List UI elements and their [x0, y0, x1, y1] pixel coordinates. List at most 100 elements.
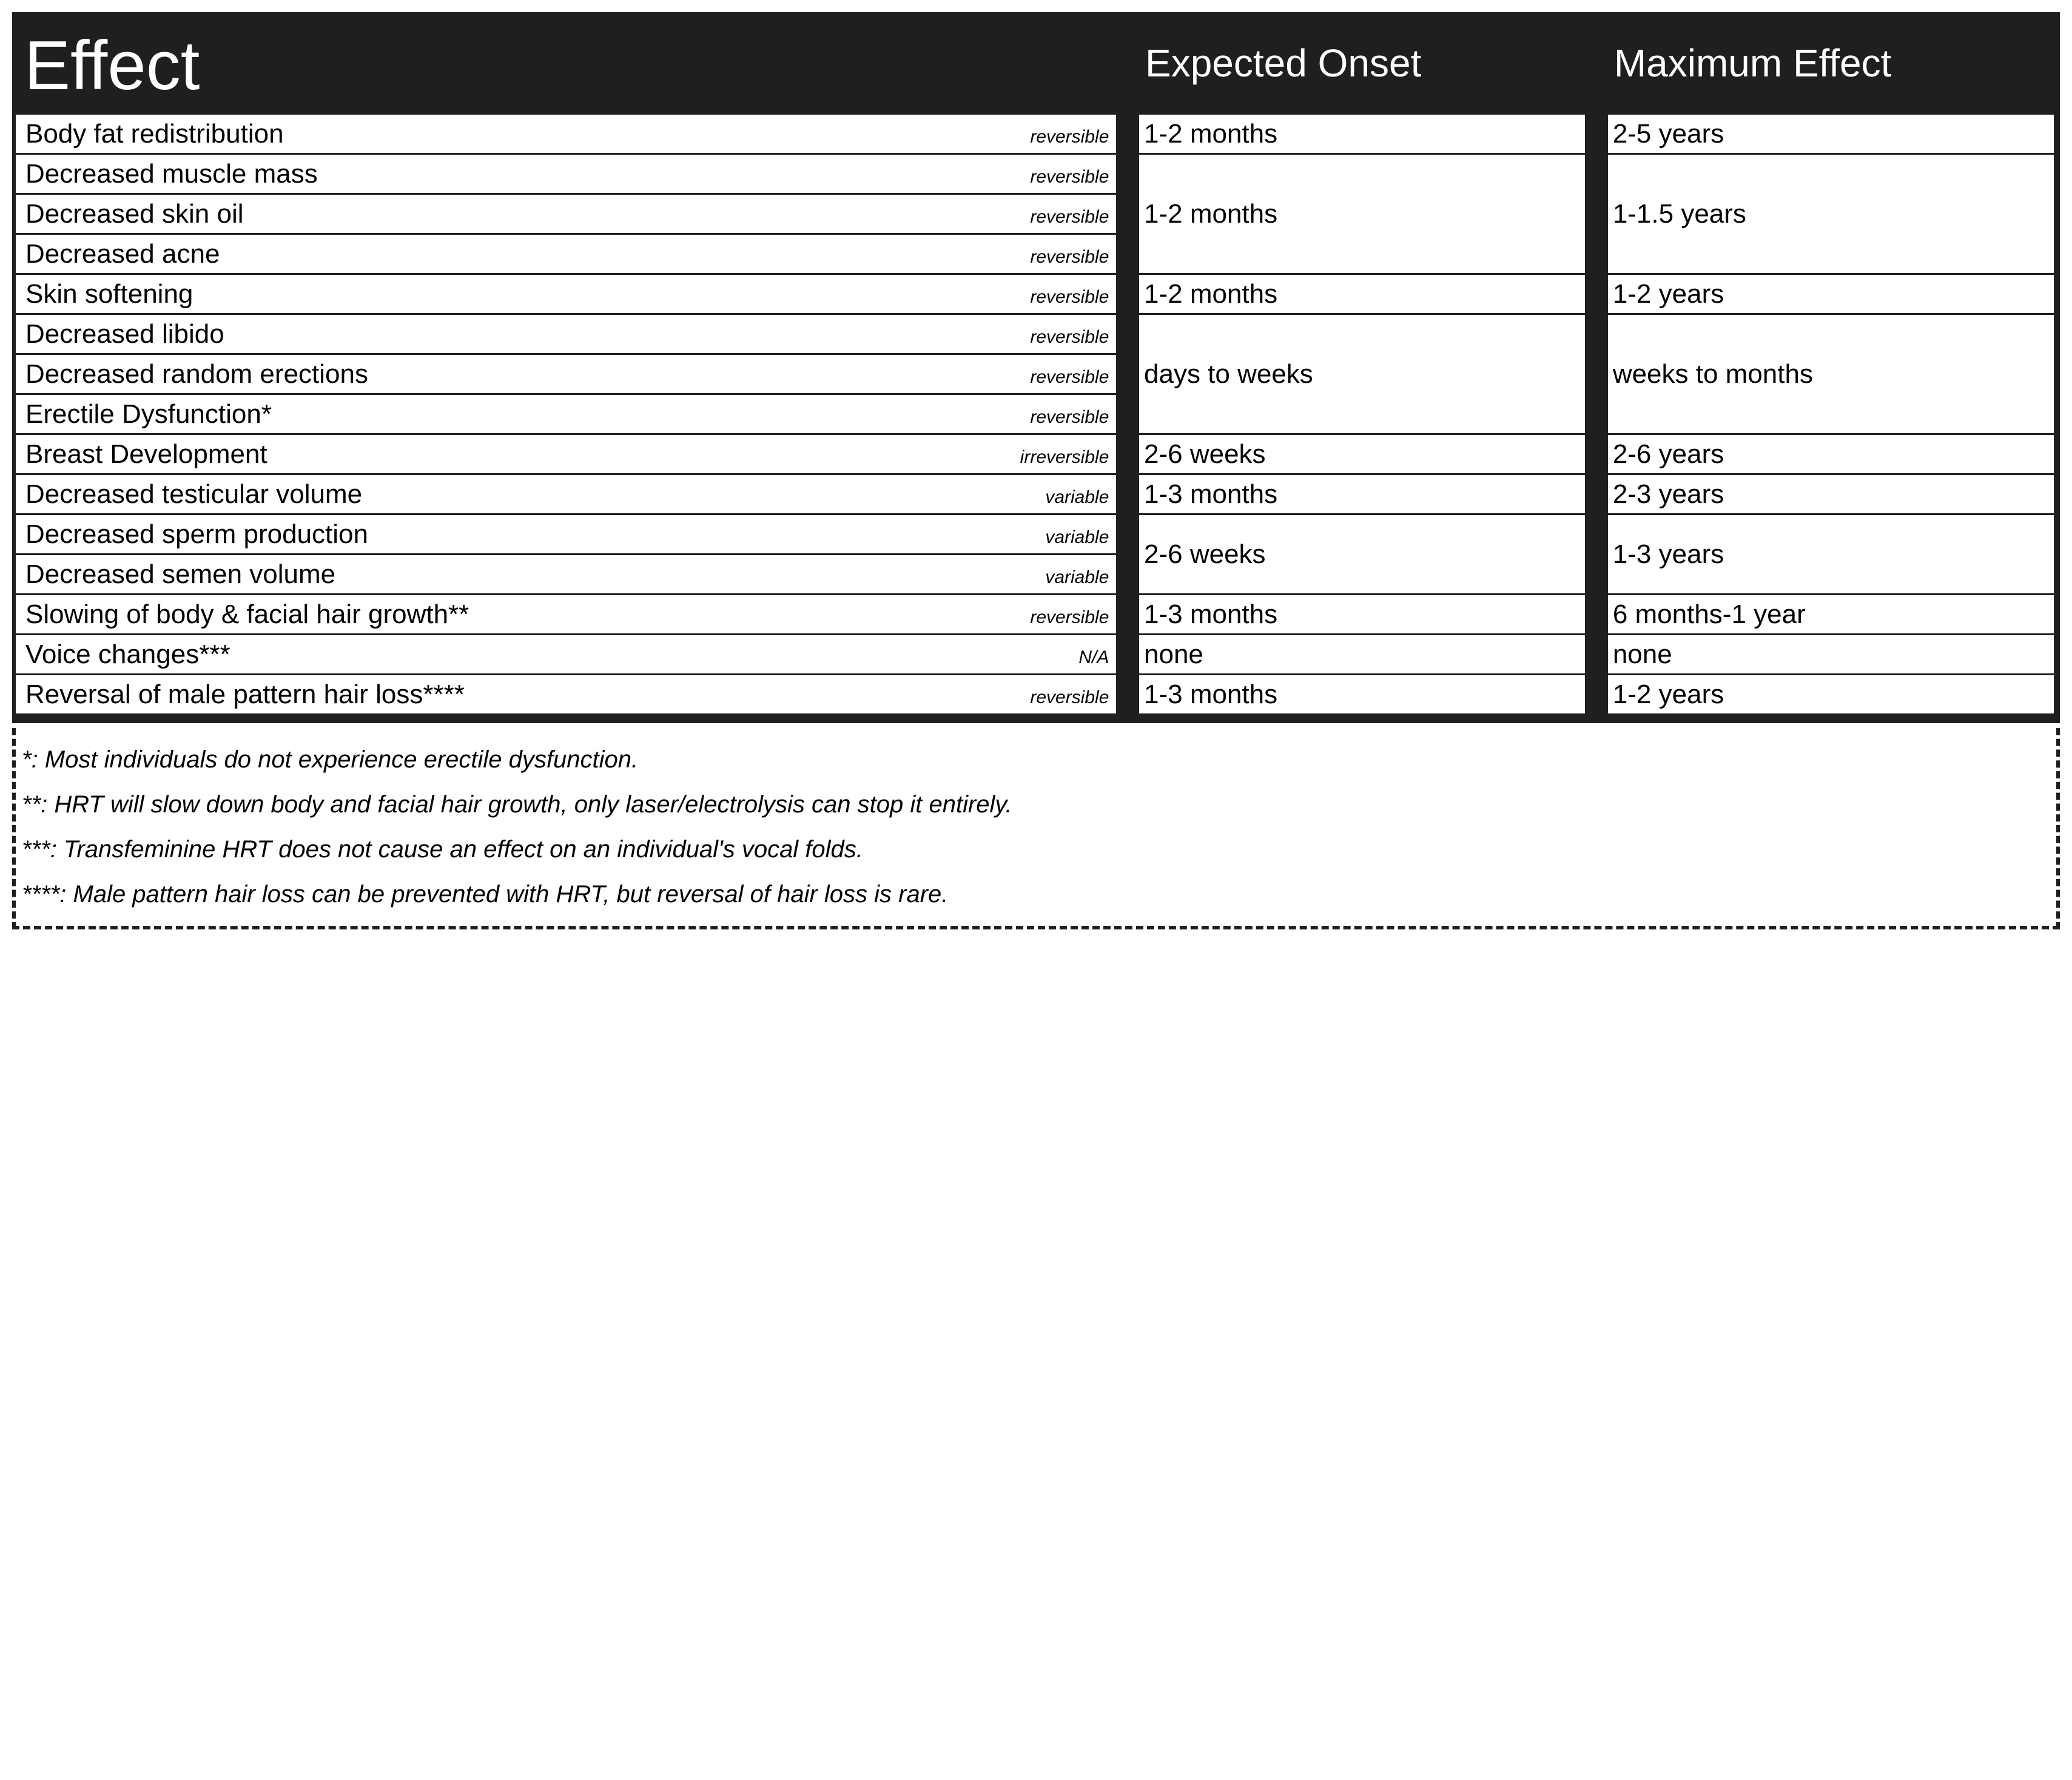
reversibility-tag: variable [1045, 486, 1110, 509]
max-effect-cell: 6 months-1 year [1606, 595, 2054, 635]
header-row: Effect Expected Onset Maximum Effect [16, 16, 2054, 115]
effect-label: Erectile Dysfunction* [22, 397, 1025, 431]
max-effect-cell: 1-2 years [1606, 275, 2054, 315]
column-gap [1116, 115, 1137, 155]
header-max: Maximum Effect [1606, 16, 2054, 115]
footnotes-box: *: Most individuals do not experience er… [12, 728, 2060, 929]
effect-cell: Erectile Dysfunction*reversible [16, 395, 1116, 435]
column-gap [1585, 435, 1606, 475]
effect-label: Breast Development [22, 437, 1015, 471]
column-gap [1585, 315, 1606, 435]
effect-label: Decreased random erections [22, 357, 1025, 391]
reversibility-tag: reversible [1030, 246, 1110, 269]
reversibility-tag: reversible [1030, 366, 1110, 389]
onset-cell: days to weeks [1137, 315, 1585, 435]
column-gap [1585, 16, 1606, 115]
effect-label: Decreased libido [22, 317, 1025, 351]
effect-label: Decreased semen volume [22, 558, 1040, 591]
column-gap [1585, 155, 1606, 275]
table-row: Body fat redistributionreversible 1-2 mon… [16, 115, 2054, 155]
table-row: Decreased sperm productionvariable2-6 we… [16, 515, 2054, 555]
onset-cell: none [1137, 635, 1585, 675]
reversibility-tag: reversible [1030, 326, 1110, 349]
onset-cell: 1-3 months [1137, 475, 1585, 515]
column-gap [1116, 635, 1137, 675]
effect-cell: Skin softeningreversible [16, 275, 1116, 315]
table-row: Breast Developmentirreversible 2-6 weeks 2… [16, 435, 2054, 475]
column-gap [1585, 515, 1606, 595]
column-gap [1116, 315, 1137, 435]
footnote-line: *: Most individuals do not experience er… [22, 740, 2045, 779]
onset-cell: 2-6 weeks [1137, 515, 1585, 595]
effect-cell: Decreased acnereversible [16, 235, 1116, 275]
effect-cell: Decreased libidoreversible [16, 315, 1116, 355]
effect-cell: Reversal of male pattern hair loss****re… [16, 675, 1116, 713]
reversibility-tag: reversible [1030, 406, 1110, 429]
column-gap [1116, 435, 1137, 475]
max-effect-cell: weeks to months [1606, 315, 2054, 435]
table-row: Reversal of male pattern hair loss****re… [16, 675, 2054, 713]
reversibility-tag: variable [1045, 526, 1110, 549]
effect-cell: Decreased random erectionsreversible [16, 355, 1116, 395]
table-row: Decreased testicular volumevariable 1-3 m… [16, 475, 2054, 515]
reversibility-tag: irreversible [1020, 446, 1111, 469]
effect-label: Decreased muscle mass [22, 157, 1025, 190]
effect-cell: Decreased testicular volumevariable [16, 475, 1116, 515]
table-body: Body fat redistributionreversible1-2 mon… [16, 115, 2054, 713]
table-row: Slowing of body & facial hair growth**re… [16, 595, 2054, 635]
effect-cell: Decreased semen volumevariable [16, 555, 1116, 595]
column-gap [1585, 595, 1606, 635]
effect-label: Decreased testicular volume [22, 477, 1040, 511]
column-gap [1116, 595, 1137, 635]
max-effect-cell: 1-1.5 years [1606, 155, 2054, 275]
column-gap [1585, 475, 1606, 515]
column-gap [1116, 515, 1137, 595]
effect-label: Voice changes*** [22, 638, 1074, 671]
max-effect-cell: 2-6 years [1606, 435, 2054, 475]
column-gap [1116, 275, 1137, 315]
max-effect-cell: none [1606, 635, 2054, 675]
onset-cell: 1-3 months [1137, 675, 1585, 713]
effect-label: Decreased skin oil [22, 197, 1025, 231]
effect-cell: Decreased skin oilreversible [16, 195, 1116, 235]
column-gap [1585, 675, 1606, 713]
onset-cell: 1-2 months [1137, 275, 1585, 315]
table-row: Skin softeningreversible 1-2 months 1-2 ye… [16, 275, 2054, 315]
max-effect-cell: 1-3 years [1606, 515, 2054, 595]
reversibility-tag: reversible [1030, 286, 1110, 309]
column-gap [1116, 475, 1137, 515]
effect-cell: Decreased sperm productionvariable [16, 515, 1116, 555]
column-gap [1585, 635, 1606, 675]
reversibility-tag: reversible [1030, 686, 1110, 709]
table-row: Voice changes***N/A none none [16, 635, 2054, 675]
effect-cell: Decreased muscle massreversible [16, 155, 1116, 195]
table-row: Decreased muscle massreversible1-2 month… [16, 155, 2054, 195]
effects-table-container: Effect Expected Onset Maximum Effect Bod… [12, 12, 2060, 723]
reversibility-tag: N/A [1078, 646, 1110, 669]
max-effect-cell: 2-3 years [1606, 475, 2054, 515]
effect-cell: Body fat redistributionreversible [16, 115, 1116, 155]
effect-label: Reversal of male pattern hair loss**** [22, 678, 1025, 711]
effect-label: Slowing of body & facial hair growth** [22, 598, 1025, 631]
reversibility-tag: variable [1045, 566, 1110, 589]
footnote-line: **: HRT will slow down body and facial h… [22, 785, 2045, 824]
column-gap [1116, 16, 1137, 115]
column-gap [1116, 155, 1137, 275]
column-gap [1585, 275, 1606, 315]
column-gap [1116, 675, 1137, 713]
onset-cell: 1-2 months [1137, 115, 1585, 155]
header-onset: Expected Onset [1137, 16, 1585, 115]
reversibility-tag: reversible [1030, 166, 1110, 189]
max-effect-cell: 2-5 years [1606, 115, 2054, 155]
effect-cell: Voice changes***N/A [16, 635, 1116, 675]
effect-cell: Slowing of body & facial hair growth**re… [16, 595, 1116, 635]
reversibility-tag: reversible [1030, 126, 1110, 149]
max-effect-cell: 1-2 years [1606, 675, 2054, 713]
effect-label: Decreased acne [22, 237, 1025, 271]
effect-label: Body fat redistribution [22, 117, 1025, 150]
table-row: Decreased libidoreversibledays to weeksw… [16, 315, 2054, 355]
reversibility-tag: reversible [1030, 206, 1110, 229]
header-effect: Effect [16, 16, 1116, 115]
onset-cell: 1-2 months [1137, 155, 1585, 275]
onset-cell: 2-6 weeks [1137, 435, 1585, 475]
